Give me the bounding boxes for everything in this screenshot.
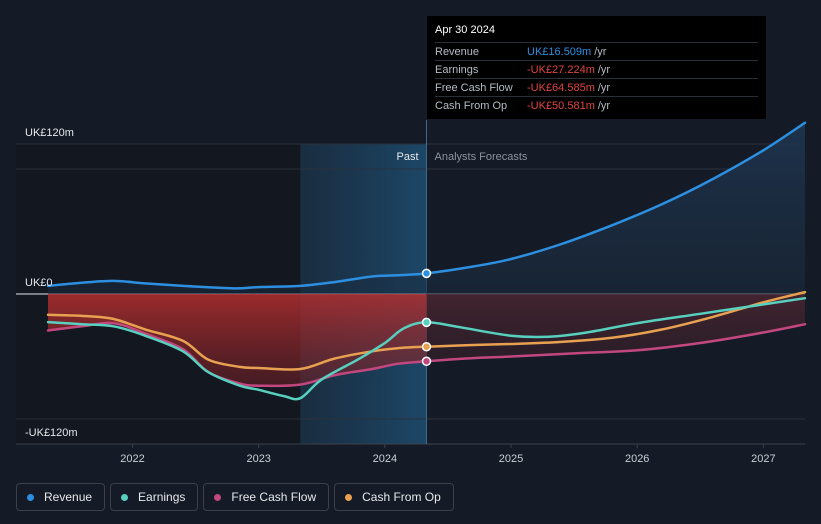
legend-label: Earnings bbox=[138, 490, 186, 504]
data-point-revenue bbox=[421, 268, 432, 279]
revenue-area-past bbox=[48, 273, 427, 294]
tooltip-value: -UK£64.585m bbox=[527, 81, 595, 94]
tooltip-label: Cash From Op bbox=[435, 99, 508, 112]
negative-area-past bbox=[48, 294, 427, 386]
series-line-revenue bbox=[46, 121, 807, 290]
legend-dot-icon bbox=[121, 493, 129, 501]
tooltip-label: Revenue bbox=[435, 45, 480, 58]
data-point-cash-from-op bbox=[421, 341, 432, 352]
tooltip-value: -UK£27.224m bbox=[527, 63, 595, 76]
series-line-earnings bbox=[46, 296, 807, 401]
legend-label: Cash From Op bbox=[362, 490, 441, 504]
y-label-zero: UK£0 bbox=[25, 277, 53, 289]
legend-dot-icon bbox=[345, 493, 353, 501]
tooltip-row-free-cash-flow: Free Cash Flow -UK£64.585m /yr bbox=[435, 78, 758, 96]
legend-label: Free Cash Flow bbox=[231, 490, 317, 504]
legend-item-revenue[interactable]: Revenue bbox=[16, 483, 106, 511]
x-tick-label: 2027 bbox=[751, 453, 775, 465]
legend-label: Revenue bbox=[44, 490, 93, 504]
legend: Revenue Earnings Free Cash Flow Cash Fro… bbox=[16, 483, 454, 511]
tooltip-date: Apr 30 2024 bbox=[435, 24, 495, 36]
legend-dot-icon bbox=[27, 493, 34, 501]
tooltip-label: Free Cash Flow bbox=[435, 81, 513, 94]
tooltip-label: Earnings bbox=[435, 63, 479, 76]
tooltip-unit: /yr bbox=[597, 81, 611, 94]
tooltip: Apr 30 2024 Revenue UK£16.509m /yr Earni… bbox=[427, 16, 766, 119]
legend-item-cash-from-op[interactable]: Cash From Op bbox=[334, 483, 454, 511]
x-tick-label: 2024 bbox=[373, 453, 397, 465]
x-tick-label: 2026 bbox=[625, 453, 649, 465]
x-tick-label: 2022 bbox=[120, 453, 144, 465]
y-label-bottom: -UK£120m bbox=[25, 427, 78, 439]
tooltip-unit: /yr bbox=[594, 45, 607, 58]
tooltip-row-revenue: Revenue UK£16.509m /yr bbox=[435, 42, 758, 60]
past-label: Past bbox=[396, 151, 418, 163]
data-point-earnings bbox=[421, 317, 432, 328]
series-line-free-cash-flow bbox=[46, 321, 807, 388]
tooltip-row-earnings: Earnings -UK£27.224m /yr bbox=[435, 60, 758, 78]
forecast-label: Analysts Forecasts bbox=[435, 151, 528, 163]
tooltip-row-cash-from-op: Cash From Op -UK£50.581m /yr bbox=[435, 96, 758, 114]
x-tick-label: 2025 bbox=[499, 453, 523, 465]
revenue-area-forecast bbox=[426, 122, 805, 294]
legend-item-free-cash-flow[interactable]: Free Cash Flow bbox=[203, 483, 330, 511]
tooltip-value: UK£16.509m bbox=[527, 45, 592, 58]
legend-dot-icon bbox=[214, 493, 222, 501]
tooltip-value: -UK£50.581m bbox=[527, 99, 595, 112]
x-tick-label: 2023 bbox=[246, 453, 270, 465]
legend-item-earnings[interactable]: Earnings bbox=[110, 483, 199, 511]
tooltip-unit: /yr bbox=[597, 99, 611, 112]
data-point-free-cash-flow bbox=[421, 356, 432, 367]
y-label-top: UK£120m bbox=[25, 127, 74, 139]
tooltip-unit: /yr bbox=[597, 63, 611, 76]
